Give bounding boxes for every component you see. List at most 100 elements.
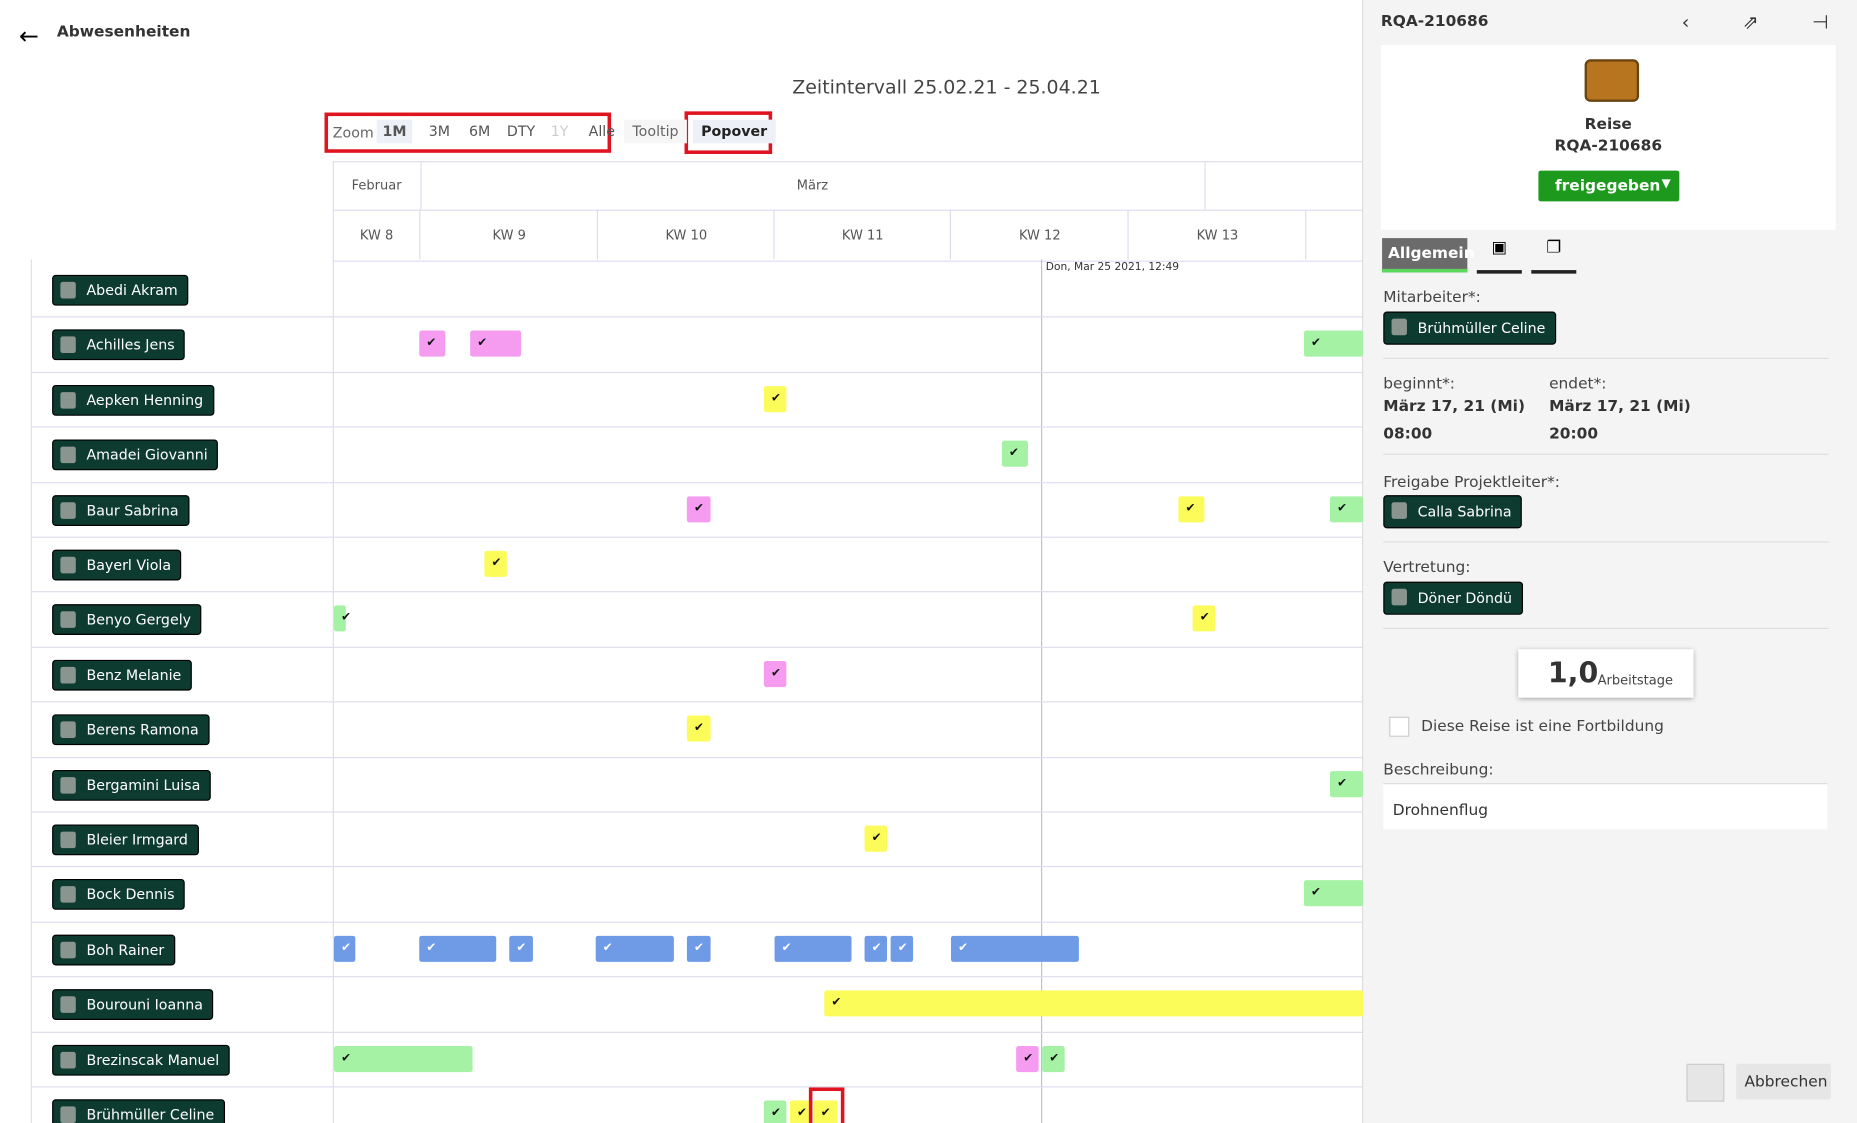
absence-bar[interactable]: ✔	[686, 715, 711, 742]
label: Vertretung:	[1383, 559, 1471, 577]
person-chip[interactable]: Döner Döndü	[1383, 581, 1523, 615]
absence-bar[interactable]: ✔	[864, 825, 888, 852]
week-label: KW 11	[841, 227, 884, 243]
absence-bar[interactable]: ✔	[686, 935, 711, 962]
employee-chip[interactable]: Aepken Henning	[52, 384, 214, 416]
back-arrow[interactable]: ←	[18, 21, 39, 50]
zoom-option[interactable]: Alle	[588, 123, 615, 140]
separator	[1383, 357, 1829, 359]
absence-bar[interactable]: ✔	[1042, 1045, 1065, 1072]
absence-bar[interactable]: ✔	[1329, 770, 1364, 797]
employee-name: Berens Ramona	[86, 721, 199, 739]
avatar	[60, 281, 76, 299]
absence-bar[interactable]: ✔	[333, 935, 356, 962]
employee-name: Bayerl Viola	[86, 556, 172, 574]
status-button[interactable]	[1538, 170, 1680, 202]
week-cell	[1129, 209, 1307, 260]
absence-bar[interactable]: ✔	[950, 935, 1079, 962]
employee-chip[interactable]: Amadei Giovanni	[52, 439, 219, 471]
tab[interactable]: ❐	[1531, 238, 1577, 274]
absence-bar[interactable]: ✔	[333, 605, 351, 632]
row-line	[30, 371, 1364, 373]
absence-bar[interactable]: ✔	[763, 1100, 787, 1123]
employee-chip[interactable]: Brühmüller Celine	[52, 1099, 225, 1123]
panel-toolbar[interactable]: ‹ ⇗ ⊣ ✕	[1681, 10, 1857, 34]
absence-bar[interactable]: ✔	[789, 1100, 813, 1123]
absence-bar[interactable]: ✔	[1192, 605, 1216, 632]
employee-chip[interactable]: Berens Ramona	[52, 714, 210, 746]
employee-chip[interactable]: Bourouni Ioanna	[52, 989, 214, 1021]
row-line	[30, 1031, 1364, 1033]
absence-bar[interactable]: ✔	[1001, 440, 1028, 467]
absence-bar[interactable]: ✔	[890, 935, 914, 962]
zoom-option[interactable]: 6M	[468, 123, 491, 140]
week-cell	[333, 209, 421, 260]
absence-bar[interactable]: ✔	[763, 385, 787, 413]
employee-chip[interactable]: Bergamini Luisa	[52, 769, 211, 801]
employee-chip[interactable]: Benyo Gergely	[52, 604, 202, 636]
absence-bar[interactable]: ✔	[419, 330, 446, 358]
employee-chip[interactable]: Boh Rainer	[52, 934, 175, 966]
absence-bar[interactable]: ✔	[1178, 495, 1205, 522]
cancel-button[interactable]	[1736, 1063, 1831, 1100]
absence-bar[interactable]: ✔	[470, 330, 522, 358]
employee-chip[interactable]: Brezinscak Manuel	[52, 1044, 230, 1076]
label: beginnt*:	[1383, 375, 1456, 394]
mode-option[interactable]: Popover	[692, 119, 776, 144]
checkbox[interactable]	[1389, 716, 1410, 737]
employee-name: Benyo Gergely	[86, 611, 192, 629]
zoom-option[interactable]: 3M	[428, 123, 451, 140]
avatar	[60, 776, 76, 794]
suitcase-icon	[1584, 59, 1640, 102]
employee-chip[interactable]: Abedi Akram	[52, 274, 189, 306]
employee-chip[interactable]: Achilles Jens	[52, 329, 186, 361]
avatar	[60, 886, 76, 904]
absence-bar[interactable]: ✔	[824, 990, 1364, 1017]
tab-label: Allgemein	[1387, 245, 1475, 263]
zoom-option[interactable]: DTY	[506, 123, 536, 140]
absence-bar[interactable]: ✔	[1303, 330, 1364, 358]
person-chip[interactable]: Calla Sabrina	[1383, 495, 1523, 529]
employee-chip[interactable]: Benz Melanie	[52, 659, 192, 691]
label: endet*:	[1549, 375, 1607, 394]
tab-active[interactable]	[1382, 238, 1468, 273]
icon-button[interactable]	[1686, 1063, 1725, 1102]
avatar	[60, 831, 76, 849]
absence-bar[interactable]: ✔	[813, 1100, 838, 1123]
absence-bar[interactable]: ✔	[419, 935, 497, 962]
label: Beschreibung:	[1383, 761, 1494, 780]
avatar	[60, 1051, 76, 1069]
zoom-option[interactable]: 1Y	[550, 123, 569, 140]
row-line	[30, 646, 1364, 648]
employee-chip[interactable]: Bleier Irmgard	[52, 824, 199, 856]
description-field[interactable]	[1383, 783, 1828, 830]
employee-chip[interactable]: Bayerl Viola	[52, 549, 182, 581]
zoom-option[interactable]: 1M	[376, 119, 413, 144]
absence-bar[interactable]: ✔	[595, 935, 674, 962]
row-line	[30, 921, 1364, 923]
absence-bar[interactable]: ✔	[1303, 880, 1364, 907]
employee-name: Aepken Henning	[86, 391, 204, 409]
value: 20:00	[1549, 425, 1599, 444]
absence-bar[interactable]: ✔	[774, 935, 852, 962]
tab[interactable]: ▣	[1476, 238, 1522, 274]
absence-bar[interactable]: ✔	[509, 935, 533, 962]
absence-bar[interactable]: ✔	[686, 495, 711, 522]
value: März 17, 21 (Mi)	[1549, 398, 1691, 416]
absence-bar[interactable]: ✔	[1329, 495, 1364, 522]
month-label: Februar	[351, 177, 402, 194]
avatar	[60, 721, 76, 739]
separator	[1383, 541, 1829, 543]
person-chip[interactable]: Brühmüller Celine	[1383, 311, 1557, 345]
absence-bar[interactable]: ✔	[484, 550, 507, 577]
employee-chip[interactable]: Bock Dennis	[52, 879, 186, 911]
absence-bar[interactable]: ✔	[864, 935, 888, 962]
status-dropdown[interactable]: ▼	[1661, 177, 1671, 191]
mode-option[interactable]: Tooltip	[624, 119, 687, 144]
absence-bar[interactable]: ✔	[763, 660, 787, 687]
row-line	[30, 481, 1364, 483]
absence-bar[interactable]: ✔	[1016, 1045, 1039, 1072]
days-box	[1518, 649, 1694, 698]
employee-chip[interactable]: Baur Sabrina	[52, 494, 190, 526]
absence-bar[interactable]: ✔	[333, 1045, 473, 1072]
